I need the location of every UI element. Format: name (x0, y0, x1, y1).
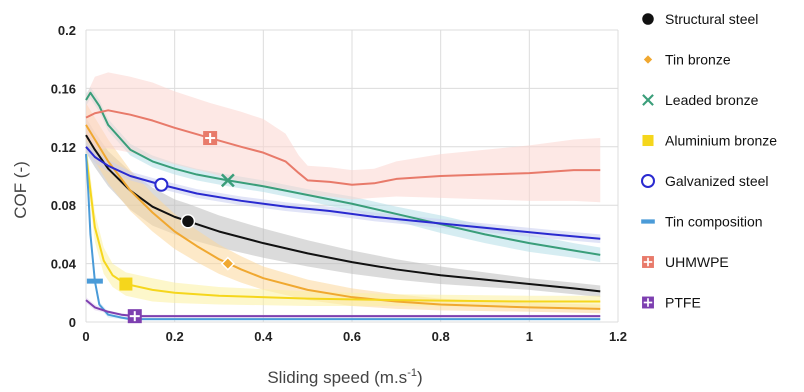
legend-marker-structural-steel (640, 11, 656, 27)
legend-label: Aluminium bronze (665, 133, 777, 149)
uhmwpe-line (85, 109, 601, 186)
legend-item-galvanized-steel: Galvanized steel (641, 173, 769, 189)
legend-marker-ptfe (642, 296, 654, 309)
x-tick-label: 1.2 (609, 329, 627, 344)
y-tick-label: 0 (69, 315, 76, 330)
legend-marker-uhmwpe (642, 256, 654, 268)
y-tick-label: 0.12 (51, 140, 76, 155)
leaded-bronze-band (86, 86, 601, 263)
tick-labels: 0 0.2 0.4 0.6 0.8 1 1.2 0 0.04 0.08 0.12 0.16 0.2 (51, 23, 627, 344)
uhmwpe-band (86, 72, 601, 203)
legend-marker-tin-composition (641, 219, 655, 224)
ptfe-marker (127, 309, 142, 324)
structural-steel-line (85, 134, 601, 293)
x-tick-label: 0.6 (343, 329, 361, 344)
legend-label: Structural steel (665, 11, 758, 27)
x-axis-label: Sliding speed (m.s-1) (267, 367, 422, 387)
legend-label: Galvanized steel (665, 173, 769, 189)
legend-item-aluminium-bronze: Aluminium bronze (642, 133, 777, 149)
x-axis-label-main: Sliding speed (m.s (267, 368, 407, 387)
x-axis-label-superscript: -1 (407, 367, 417, 379)
x-tick-label: 0.4 (254, 329, 273, 344)
tin-composition-marker (86, 278, 103, 284)
structural-steel-marker (180, 214, 196, 229)
y-axis-label: COF (-) (11, 161, 30, 219)
x-axis-label-end: ) (417, 368, 423, 387)
galvanized-steel-marker (154, 177, 169, 192)
y-tick-label: 0.16 (51, 81, 76, 96)
legend-item-structural-steel: Structural steel (640, 11, 758, 27)
legend-label: Tin composition (665, 214, 763, 230)
tin-bronze-band (86, 103, 601, 314)
tin-composition-line (85, 154, 601, 321)
legend-marker-aluminium-bronze (642, 134, 654, 147)
y-tick-label: 0.04 (51, 257, 77, 272)
leaded-bronze-marker (220, 173, 235, 188)
series-markers (86, 131, 235, 324)
legend-item-tin-bronze: Tin bronze (641, 52, 731, 68)
legend-item-tin-composition: Tin composition (641, 214, 763, 230)
legend-item-ptfe: PTFE (642, 295, 701, 311)
y-tick-label: 0.2 (58, 23, 76, 38)
legend-item-uhmwpe: UHMWPE (642, 254, 729, 270)
legend-label: Leaded bronze (665, 92, 759, 108)
aluminium-bronze-line (85, 153, 601, 303)
legend-item-leaded-bronze: Leaded bronze (642, 92, 759, 108)
tin-bronze-marker (220, 256, 235, 271)
legend-marker-tin-bronze (641, 53, 655, 66)
aluminium-bronze-band (86, 139, 601, 308)
x-tick-label: 0.8 (432, 329, 450, 344)
legend-label: PTFE (665, 295, 701, 311)
ptfe-line (85, 299, 601, 318)
y-tick-label: 0.08 (51, 198, 76, 213)
legend-marker-leaded-bronze (642, 94, 654, 106)
legend-label: UHMWPE (665, 254, 729, 270)
x-tick-label: 0.2 (166, 329, 184, 344)
galvanized-steel-line (85, 146, 601, 240)
legend-label: Tin bronze (665, 52, 731, 68)
x-tick-label: 1 (526, 329, 533, 344)
series-lines (85, 91, 601, 321)
uhmwpe-marker (203, 131, 218, 146)
leaded-bronze-line (85, 91, 601, 256)
x-tick-label: 0 (82, 329, 89, 344)
aluminium-bronze-marker (119, 277, 133, 291)
legend-marker-galvanized-steel (641, 174, 655, 188)
legend: Structural steel Tin bronze Leaded bronze A… (640, 11, 777, 311)
